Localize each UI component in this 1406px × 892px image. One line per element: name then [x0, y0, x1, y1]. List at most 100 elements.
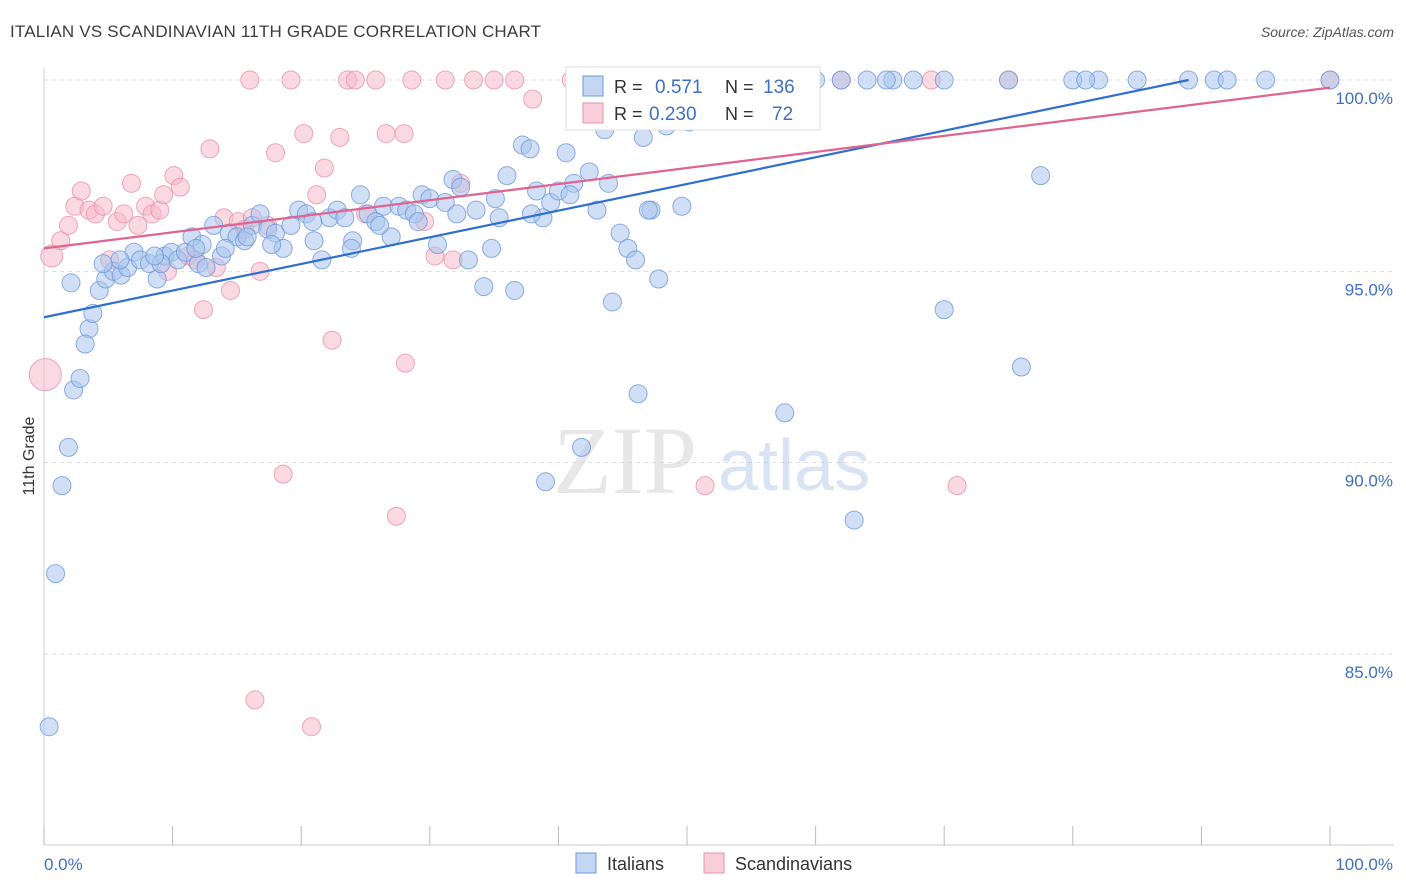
- legend-n-label-italians: N =: [725, 77, 754, 97]
- legend-n-value-italians: 136: [763, 77, 795, 98]
- italian-point-56: [451, 177, 471, 197]
- scandinavian-point-19: [170, 177, 190, 197]
- italian-point-130: [408, 212, 428, 232]
- italian-point-2: [52, 476, 72, 496]
- italian-point-63: [505, 280, 525, 300]
- italian-point-1: [46, 564, 66, 584]
- italian-point-119: [536, 472, 556, 492]
- trend-lines: [43, 78, 1331, 319]
- italian-point-109: [775, 403, 795, 423]
- italian-point-138: [186, 238, 206, 258]
- scandinavian-point-3: [58, 215, 78, 235]
- watermark-atlas: atlas: [718, 426, 870, 506]
- bottom-legend-scandinavians-swatch: [703, 852, 725, 874]
- italian-point-127: [303, 212, 323, 232]
- scandinavian-point-55: [505, 70, 525, 90]
- italian-point-23: [196, 258, 216, 278]
- italian-point-96: [857, 70, 877, 90]
- italian-point-126: [262, 235, 282, 255]
- series-legend: Italians Scandinavians: [575, 852, 852, 874]
- italian-point-30: [250, 204, 270, 224]
- italian-point-121: [75, 334, 95, 354]
- scandinavian-point-70: [245, 690, 265, 710]
- scandinavian-point-23: [200, 139, 220, 159]
- italian-point-41: [335, 208, 355, 228]
- italian-point-72: [572, 437, 592, 457]
- italian-point-106: [1320, 70, 1340, 90]
- scandinavian-point-46: [394, 124, 414, 144]
- italian-point-107: [638, 200, 658, 220]
- italian-point-37: [304, 231, 324, 251]
- italian-point-59: [474, 277, 494, 297]
- scandinavian-point-36: [307, 185, 327, 205]
- italian-point-0: [39, 717, 59, 737]
- italian-point-112: [844, 510, 864, 530]
- bottom-legend-scandinavians: Scandinavians: [735, 854, 852, 874]
- italian-point-73: [579, 162, 599, 182]
- italian-point-76: [602, 292, 622, 312]
- scandinavian-point-43: [366, 70, 386, 90]
- scandinavian-point-8: [93, 196, 113, 216]
- bottom-legend-italians: Italians: [607, 854, 664, 874]
- italian-point-115: [1031, 166, 1051, 186]
- legend-r-value-italians: 0.571: [655, 77, 703, 98]
- scandinavian-point-1: [40, 244, 64, 268]
- scandinavian-point-12: [121, 173, 141, 193]
- axes: [43, 68, 1394, 846]
- x-tick-labels: 0.0% 100.0%: [44, 855, 1393, 874]
- italian-point-114: [1011, 357, 1031, 377]
- y-tick-label-100: 100.0%: [1335, 89, 1393, 108]
- scandinavian-point-5: [71, 181, 91, 201]
- chart-title: ITALIAN VS SCANDINAVIAN 11TH GRADE CORRE…: [10, 22, 542, 41]
- scandinavians-trend-line: [43, 86, 1331, 250]
- italian-point-82: [649, 269, 669, 289]
- italian-point-116: [876, 70, 896, 90]
- italian-point-108: [628, 384, 648, 404]
- scandinavian-point-37: [314, 158, 334, 178]
- watermark: ZIP atlas: [553, 407, 870, 514]
- italian-point-125: [215, 238, 235, 258]
- italian-point-131: [447, 204, 467, 224]
- legend-r-label-italians: R =: [614, 77, 643, 97]
- y-tick-labels: 85.0% 90.0% 95.0% 100.0%: [1335, 89, 1393, 682]
- scandinavian-point-35: [294, 124, 314, 144]
- grid-lines: [44, 79, 1394, 655]
- italian-point-77: [610, 223, 630, 243]
- italian-point-53: [428, 235, 448, 255]
- scandinavian-point-33: [273, 464, 293, 484]
- scandinavian-point-66: [947, 476, 967, 496]
- scandinavian-point-47: [402, 70, 422, 90]
- italian-point-57: [458, 250, 478, 270]
- italians-points: [39, 70, 1340, 737]
- italian-point-80: [633, 127, 653, 147]
- scandinavians-points: [28, 70, 1340, 737]
- scandinavian-point-41: [345, 70, 365, 90]
- legend-n-label-scandinavians: N =: [725, 104, 754, 124]
- y-tick-label-85: 85.0%: [1345, 663, 1393, 682]
- source-label: Source: ZipAtlas.com: [1260, 24, 1394, 40]
- italian-point-136: [93, 254, 113, 274]
- italian-point-113: [934, 300, 954, 320]
- watermark-zip: ZIP: [553, 407, 697, 514]
- scandinavian-point-69: [301, 717, 321, 737]
- italians-swatch: [582, 75, 604, 97]
- italian-point-118: [1217, 70, 1237, 90]
- italian-point-111: [903, 70, 923, 90]
- italian-point-139: [237, 227, 257, 247]
- italian-point-70: [556, 143, 576, 163]
- italian-point-117: [1076, 70, 1096, 90]
- stats-legend-frame: [565, 66, 821, 131]
- italian-point-120: [61, 273, 81, 293]
- scandinavian-point-26: [220, 280, 240, 300]
- italian-point-3: [58, 437, 78, 457]
- scandinavian-point-0: [28, 358, 62, 392]
- italian-point-129: [370, 215, 390, 235]
- y-tick-label-90: 90.0%: [1345, 472, 1393, 491]
- scandinavian-point-53: [464, 70, 484, 90]
- bottom-legend-italians-swatch: [575, 852, 597, 874]
- x-tick-label-max: 100.0%: [1335, 855, 1393, 874]
- italian-point-43: [350, 185, 370, 205]
- scandinavian-point-13: [128, 215, 148, 235]
- scandinavian-point-56: [523, 89, 543, 109]
